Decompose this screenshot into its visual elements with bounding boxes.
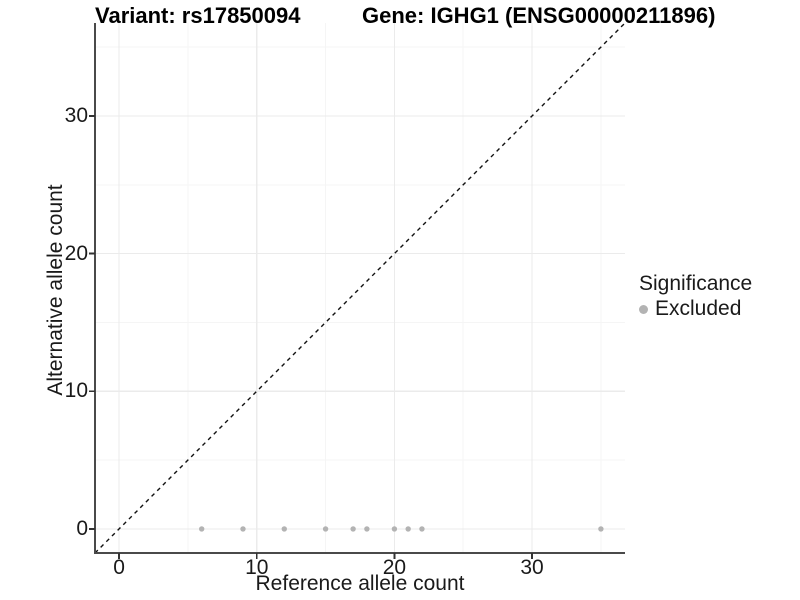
plot-title-variant: Variant: rs17850094: [95, 3, 301, 28]
x-tick-label: 30: [520, 556, 544, 579]
data-point: [198, 526, 205, 532]
y-tick-label: 10: [64, 379, 88, 403]
x-tick-label: 0: [113, 556, 125, 579]
legend-title: Significance: [639, 272, 753, 295]
y-tick-label: 30: [64, 103, 88, 127]
plot-title-gene: Gene: IGHG1 (ENSG00000211896): [362, 3, 716, 28]
y-axis-title: Alternative allele count: [44, 184, 67, 396]
data-point: [240, 526, 246, 532]
data-point: [350, 526, 356, 532]
data-point: [405, 526, 411, 532]
legend: Significance Excluded: [639, 272, 752, 321]
data-point: [598, 526, 604, 532]
data-point: [391, 526, 398, 532]
legend-item-label: Excluded: [655, 297, 742, 320]
data-point: [364, 526, 370, 532]
identity-reference-line: [94, 22, 626, 554]
y-tick-label: 0: [76, 516, 88, 540]
data-point: [322, 526, 329, 532]
data-point: [281, 526, 287, 532]
data-point: [419, 526, 425, 532]
y-tick-label: 20: [64, 241, 88, 265]
x-tick-label: 20: [382, 556, 407, 579]
legend-item-excluded: Excluded: [639, 297, 752, 321]
x-tick-label: 10: [245, 556, 269, 579]
x-axis-title: Reference allele count: [255, 572, 465, 595]
excluded-point-icon: [639, 304, 648, 314]
